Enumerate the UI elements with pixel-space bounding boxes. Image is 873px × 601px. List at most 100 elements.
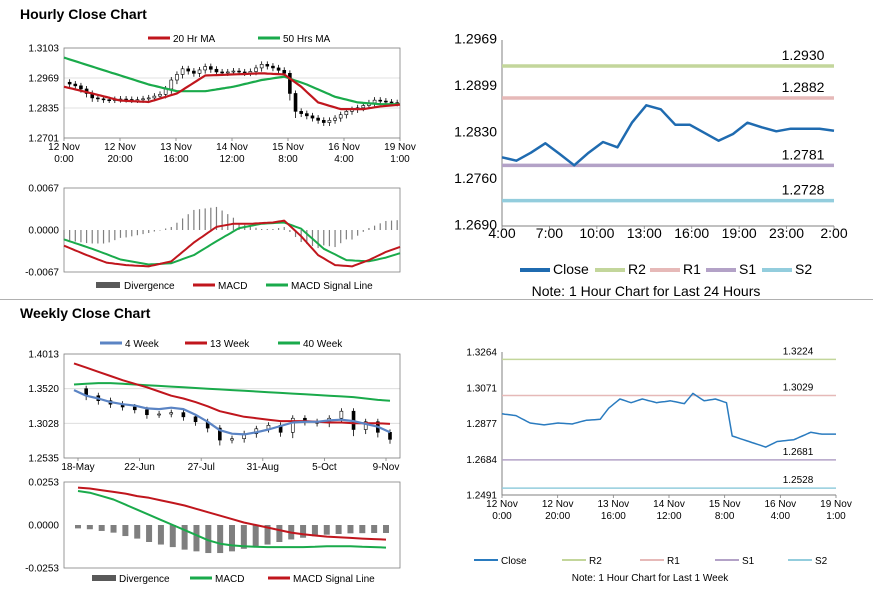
hourly-macd-divergence-bar (385, 220, 387, 230)
weekly-price-candle-body (290, 417, 295, 433)
weekly-macd-divergence-bar (157, 525, 164, 545)
hourly-pivot-chart: 1.2969 1.2899 1.2830 1.2760 1.2690 1.2930 1.28… (454, 31, 848, 300)
weekly-macd-divergence-bar (252, 525, 259, 547)
hourly-price-candle-body (288, 72, 292, 94)
weekly-macd-chart: 0.0253 0.0000 -0.0253 Divergence MACD MACD Si… (25, 478, 401, 585)
weekly-price-x-tick-label: 31-Aug (247, 462, 279, 473)
weekly-price-legend-label: 40 Week (303, 339, 343, 350)
hourly-macd-divergence-bar (266, 228, 268, 230)
weekly-macd-y-tick-label: 0.0000 (28, 521, 59, 532)
weekly-macd-signal-line (77, 486, 387, 541)
weekly-macd-divergence-bar (383, 525, 389, 533)
weekly-pivot-x-tick-label: 12 Nov (486, 499, 518, 510)
weekly-pivot-s1-value: 1.2681 (783, 447, 814, 458)
hourly-price-x-tick-label: 16 Nov (328, 142, 360, 153)
hourly-macd-y-tick-label: -0.0067 (25, 268, 59, 279)
hourly-price-y-tick-label: 1.2969 (28, 74, 59, 85)
hourly-pivot-x-tick-label: 16:00 (674, 225, 709, 241)
hourly-macd-divergence-bar (176, 222, 178, 230)
hourly-price-candle-body (293, 93, 298, 112)
weekly-price-candle-body (181, 412, 186, 418)
weekly-macd-divergence-bar (134, 525, 141, 539)
weekly-macd-line (77, 490, 387, 549)
hourly-macd-legend-label: Divergence (124, 281, 175, 292)
weekly-pivot-x-tick-label: 1:00 (826, 511, 846, 522)
hourly-macd-divergence-bar (317, 230, 319, 249)
hourly-macd-divergence-bar (204, 208, 206, 230)
weekly-macd-divergence-bar (347, 525, 354, 534)
weekly-pivot-x-tick-label: 4:00 (771, 511, 791, 522)
hourly-price-candle-body (152, 95, 157, 99)
weekly-pivot-x-tick-label: 15 Nov (709, 499, 741, 510)
weekly-price-x-tick-label: 5-Oct (312, 462, 337, 473)
weekly-pivot-close-line (501, 392, 836, 448)
weekly-pivot-y-tick-label: 1.2684 (466, 455, 497, 466)
hourly-macd-divergence-bar (97, 230, 99, 244)
hourly-pivot-y-tick-label: 1.2760 (454, 170, 497, 186)
hourly-price-candle-body (96, 97, 100, 100)
weekly-macd-divergence-bar (217, 525, 224, 554)
hourly-price-candle-body (265, 64, 270, 67)
hourly-macd-divergence-bar (165, 228, 167, 230)
hourly-pivot-legend-label: S2 (795, 261, 812, 277)
hourly-pivot-x-tick-label: 7:00 (536, 225, 563, 241)
hourly-macd-divergence-bar (181, 218, 184, 230)
hourly-macd-divergence-bar (390, 220, 393, 230)
hourly-price-candle-body (209, 66, 213, 70)
hourly-macd-divergence-bar (159, 230, 161, 231)
hourly-macd-divergence-bar (221, 210, 223, 230)
weekly-pivot-chart: 1.3264 1.3071 1.2877 1.2684 1.2491 1.3224 1.30… (466, 346, 852, 584)
hourly-macd-divergence-bar (368, 227, 370, 230)
hourly-price-x-tick-label: 13 Nov (160, 142, 192, 153)
weekly-pivot-x-tick-label: 19 Nov (820, 499, 852, 510)
hourly-macd-divergence-bar (255, 227, 257, 230)
hourly-price-y-tick-label: 1.2835 (28, 104, 59, 115)
hourly-price-candle-body (158, 94, 162, 97)
weekly-macd-divergence-bar (169, 525, 176, 548)
hourly-price-candle-body (271, 65, 275, 69)
weekly-price-y-tick-label: 1.2535 (28, 454, 59, 465)
weekly-macd-divergence-bar (98, 525, 105, 531)
weekly-price-40-week-line (73, 382, 391, 402)
hourly-price-x-tick-label: 12 Nov (104, 142, 136, 153)
hourly-price-candle-body (378, 99, 383, 102)
hourly-price-x-tick-label: 16:00 (163, 154, 188, 165)
hourly-macd-divergence-bar (63, 230, 65, 241)
hourly-pivot-x-tick-label: 23:00 (769, 225, 804, 241)
weekly-pivot-r1-value: 1.3029 (783, 382, 814, 393)
hourly-price-frame (63, 47, 401, 139)
weekly-pivot-r2-value: 1.3224 (783, 346, 814, 357)
hourly-macd-divergence-bar (306, 230, 308, 245)
hourly-pivot-y-tick-label: 1.2830 (454, 124, 497, 140)
weekly-pivot-y-tick-label: 1.3264 (466, 348, 497, 359)
weekly-macd-divergence-bar (75, 525, 81, 529)
hourly-macd-signal-line (63, 221, 401, 266)
weekly-macd-legend-label: MACD (215, 574, 244, 585)
weekly-macd-divergence-bar (335, 525, 342, 535)
hourly-macd-divergence-bar (323, 230, 325, 246)
hourly-price-candle-body (282, 70, 287, 74)
hourly-price-x-tick-label: 19 Nov (384, 142, 416, 153)
hourly-price-candle-body (107, 99, 111, 102)
hourly-macd-y-tick-label: 0.0000 (28, 226, 59, 237)
weekly-price-candle-body (388, 432, 392, 440)
hourly-macd-divergence-bar (131, 230, 133, 237)
hourly-macd-divergence-bar (142, 230, 144, 235)
hourly-pivot-r1-value: 1.2882 (782, 79, 825, 95)
weekly-macd-divergence-bar (240, 525, 247, 549)
hourly-macd-divergence-bar (170, 226, 172, 230)
hourly-macd-divergence-bar (69, 230, 71, 241)
hourly-pivot-s1-value: 1.2781 (782, 146, 825, 162)
hourly-macd-divergence-bar (277, 227, 280, 230)
hourly-macd-divergence-bar (238, 222, 240, 230)
hourly-price-x-tick-label: 1:00 (390, 154, 410, 165)
weekly-price-y-tick-label: 1.4013 (28, 350, 59, 361)
weekly-price-13-week-line (73, 362, 391, 425)
hourly-price-x-tick-label: 20:00 (107, 154, 132, 165)
weekly-price-candle-body (145, 409, 149, 416)
weekly-macd-divergence-bar (229, 525, 235, 552)
weekly-pivot-x-tick-label: 20:00 (545, 511, 570, 522)
weekly-pivot-y-tick-label: 1.3071 (466, 383, 497, 394)
hourly-pivot-y-tick-label: 1.2969 (454, 31, 497, 47)
hourly-pivot-note: Note: 1 Hour Chart for Last 24 Hours (532, 283, 761, 299)
